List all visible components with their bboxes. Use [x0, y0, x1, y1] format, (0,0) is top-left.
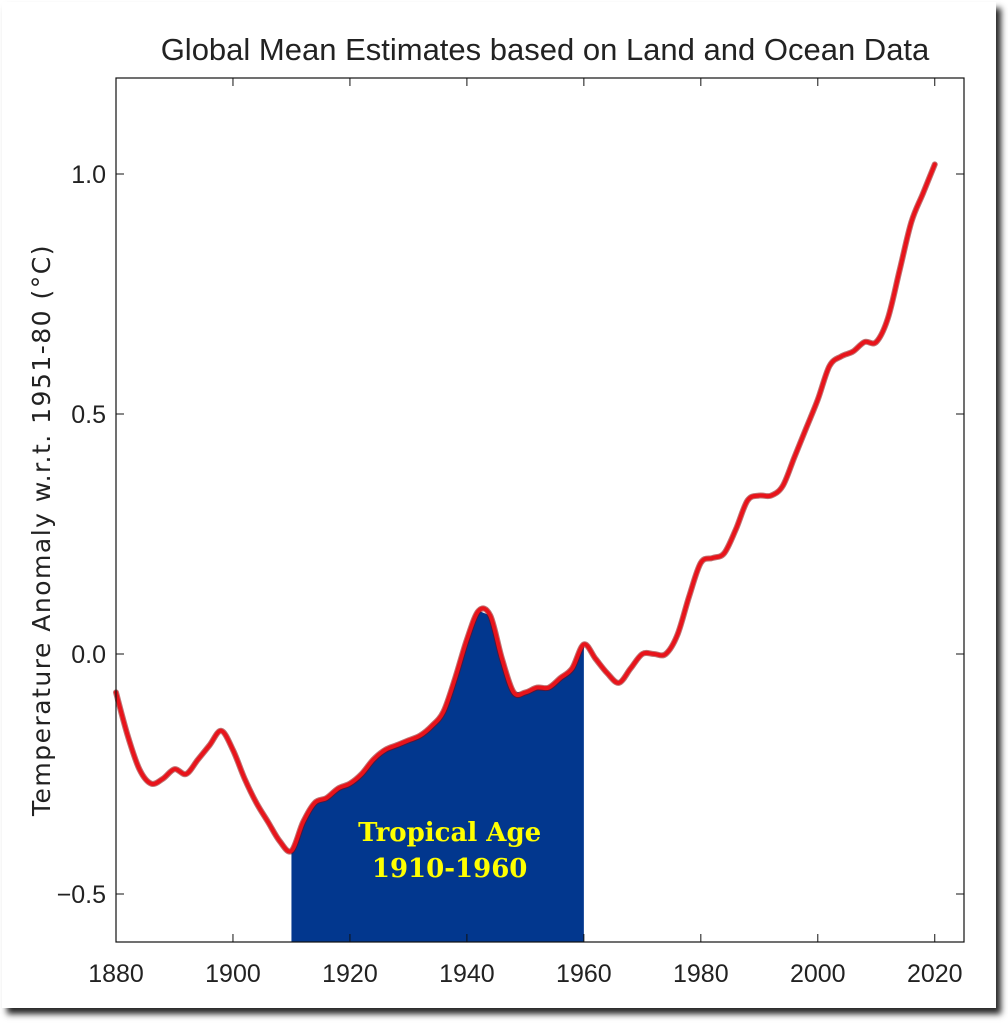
- chart-title: Global Mean Estimates based on Land and …: [161, 32, 930, 67]
- plot-area-frame: [115, 77, 965, 943]
- x-tick-label: 1940: [439, 960, 495, 988]
- chart-frame: Global Mean Estimates based on Land and …: [2, 2, 996, 1008]
- y-tick-label: 0.0: [71, 641, 106, 669]
- series-line: [114, 162, 937, 854]
- annotation-line-1: Tropical Age: [358, 818, 541, 848]
- x-tick-label: 1960: [556, 960, 612, 988]
- x-tick-label: 1880: [88, 960, 144, 988]
- x-tick-label: 2000: [790, 960, 846, 988]
- annotation-line-2: 1910-1960: [372, 854, 528, 884]
- series-layer: [113, 161, 938, 855]
- y-tick-label: 0.5: [71, 401, 106, 429]
- x-tick-label: 1920: [322, 960, 378, 988]
- shaded-region-layer: [291, 610, 584, 942]
- x-tick-label: 1900: [205, 960, 261, 988]
- shaded-region: [291, 610, 584, 942]
- y-tick-label: 1.0: [71, 161, 106, 189]
- x-tick-label: 2020: [907, 960, 963, 988]
- y-axis-label: Temperature Anomaly w.r.t. 1951-80 (°C): [27, 244, 56, 817]
- axis-ticks: 1880 1900 1920 1940 1960 1980 2000 2020 −0.5 0.0 0…: [57, 78, 964, 988]
- y-tick-label: −0.5: [57, 881, 106, 909]
- x-tick-label: 1980: [673, 960, 729, 988]
